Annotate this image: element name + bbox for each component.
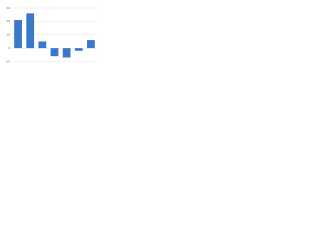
y-tick-label: -10 bbox=[6, 59, 11, 63]
bar bbox=[26, 13, 35, 49]
y-tick-label: 20 bbox=[7, 19, 11, 23]
bar bbox=[50, 48, 59, 57]
bar bbox=[14, 20, 22, 49]
bar bbox=[87, 40, 95, 49]
y-tick-label: 10 bbox=[7, 33, 11, 37]
bar bbox=[74, 48, 83, 51]
y-tick-label: 30 bbox=[7, 6, 11, 10]
bar bbox=[62, 48, 71, 58]
bar bbox=[38, 41, 47, 49]
chart: -10 0 10 20 30 bbox=[6, 6, 97, 63]
y-tick-label: 0 bbox=[8, 46, 10, 50]
